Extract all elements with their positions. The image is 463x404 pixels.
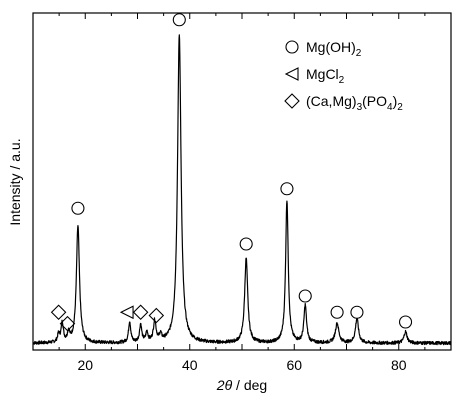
x-tick-label: 60 xyxy=(286,357,302,373)
x-axis-label-unit: / deg xyxy=(232,377,267,393)
peak-marker-triangle-left xyxy=(119,305,134,320)
x-axis-label-symbol: 2θ xyxy=(216,377,233,393)
peak-marker-circle xyxy=(71,201,85,215)
peak-marker-diamond xyxy=(59,315,76,332)
peak-marker-diamond xyxy=(148,307,165,324)
x-tick-label: 20 xyxy=(77,357,93,373)
y-axis-label: Intensity / a.u. xyxy=(7,138,23,225)
legend-label: MgCl2 xyxy=(306,66,345,86)
peak-marker-circle xyxy=(398,315,413,329)
peak-marker-circle xyxy=(280,182,294,196)
peak-marker-circle xyxy=(298,289,312,303)
legend-label: (Ca,Mg)3(PO4)2 xyxy=(306,93,403,113)
legend-marker-triangle-left xyxy=(284,67,299,81)
legend-marker-circle xyxy=(285,40,299,54)
trace-layer xyxy=(32,34,452,346)
legend-marker-diamond xyxy=(284,93,300,109)
plot-frame xyxy=(32,12,452,351)
peak-marker-circle xyxy=(350,305,364,319)
xrd-trace-line xyxy=(32,34,452,346)
peak-markers xyxy=(50,13,413,332)
peak-marker-circle xyxy=(330,305,344,319)
peak-marker-diamond xyxy=(132,304,149,321)
peak-marker-circle xyxy=(239,237,253,251)
peak-marker-diamond xyxy=(50,304,67,321)
x-tick-label: 40 xyxy=(182,357,198,373)
legend-label: Mg(OH)2 xyxy=(306,39,362,59)
peak-marker-circle xyxy=(172,13,186,27)
x-tick-label: 80 xyxy=(391,357,407,373)
x-axis-label: 2θ / deg xyxy=(216,377,267,393)
legend: Mg(OH)2 MgCl2 (Ca,Mg)3(PO4)2 xyxy=(284,39,403,113)
axis-ticks: 20 40 60 80 xyxy=(32,13,452,373)
